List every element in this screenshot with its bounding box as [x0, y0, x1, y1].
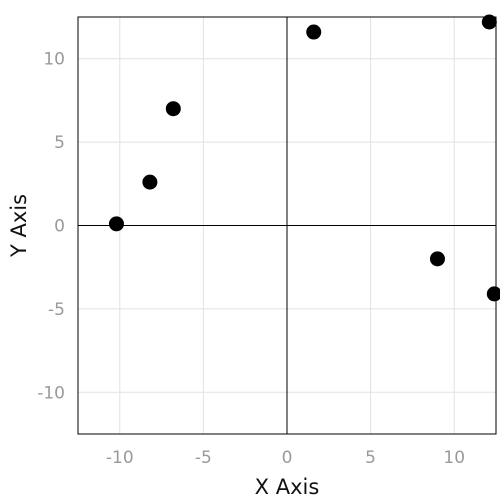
x-tick-label: 0	[282, 448, 293, 468]
x-tick-label: -5	[195, 448, 212, 468]
tick-labels: -10 -5 0 5 10 -10 -5 0 5 10	[37, 50, 465, 468]
y-tick-label: -10	[37, 383, 65, 403]
y-tick-label: 0	[54, 217, 65, 237]
y-axis-title: Y Axis	[7, 194, 31, 258]
y-tick-label: -5	[48, 300, 65, 320]
data-point	[108, 216, 124, 232]
y-tick-label: 10	[43, 50, 65, 70]
data-point	[165, 101, 181, 117]
x-axis-title: X Axis	[255, 475, 320, 499]
data-point	[481, 14, 497, 30]
data-points	[108, 14, 500, 302]
zero-lines	[78, 17, 496, 434]
x-tick-label: 10	[443, 448, 465, 468]
data-point	[429, 251, 445, 267]
data-point	[306, 24, 322, 40]
plot-frame	[77, 16, 497, 435]
x-tick-label: -10	[106, 448, 134, 468]
data-point	[486, 286, 500, 302]
y-tick-label: 5	[54, 133, 65, 153]
x-tick-label: 5	[365, 448, 376, 468]
data-point	[142, 174, 158, 190]
